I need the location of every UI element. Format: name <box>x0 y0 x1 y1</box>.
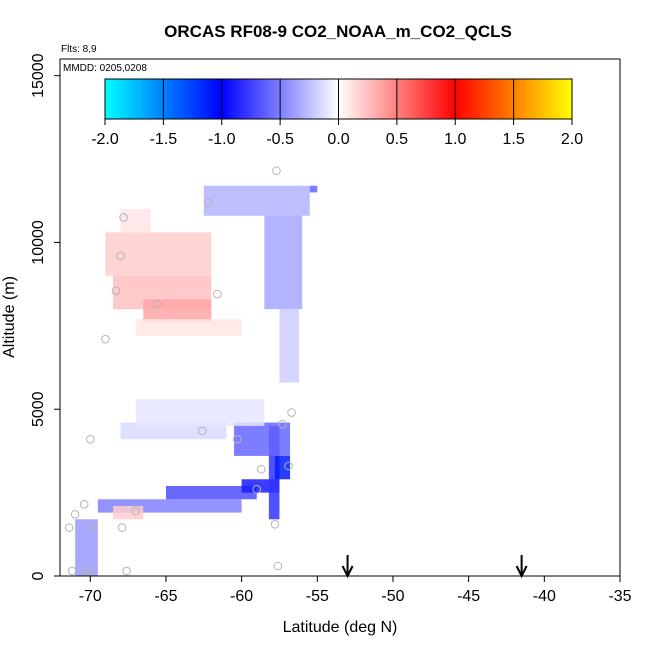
heatmap-cells <box>75 185 318 576</box>
data-point <box>232 434 242 444</box>
x-tick-label: -65 <box>154 588 177 605</box>
heatmap-cell <box>274 455 291 480</box>
data-point <box>85 434 95 444</box>
y-tick-label: 10000 <box>30 220 47 265</box>
data-point <box>273 561 283 571</box>
data-point <box>67 566 77 576</box>
x-tick-label: -55 <box>306 588 329 605</box>
data-point <box>117 523 127 532</box>
data-point <box>116 251 125 261</box>
colorbar-tick-label: 2.0 <box>561 131 583 148</box>
heatmap-cell <box>135 399 265 426</box>
data-point <box>204 198 213 207</box>
heatmap-cell <box>203 185 310 216</box>
data-point <box>252 484 262 494</box>
heatmap-cell <box>309 185 318 193</box>
y-axis-label: Altitude (m) <box>1 276 18 358</box>
heatmap-cell <box>120 209 151 233</box>
colorbar-tick-label: 0.0 <box>327 131 349 148</box>
data-point <box>81 566 91 576</box>
x-tick-label: -70 <box>79 588 102 605</box>
data-point <box>101 334 110 344</box>
data-point <box>64 523 74 532</box>
chart-title: ORCAS RF08-9 CO2_NOAA_m_CO2_QCLS <box>164 22 512 41</box>
data-point <box>287 408 296 417</box>
data-point <box>278 419 287 429</box>
y-axis: 0 5000 10000 15000 <box>30 53 60 580</box>
data-point <box>122 566 131 576</box>
data-point <box>152 299 162 309</box>
data-point <box>70 509 80 519</box>
arrow-head <box>515 565 528 579</box>
x-axis: -70 -65 -60 -55 -50 -45 -40 -35 <box>79 576 632 605</box>
flights-note: Flts: 8,9 <box>61 44 97 55</box>
colorbar-tick-label: 1.0 <box>444 131 466 148</box>
data-points <box>64 166 296 576</box>
heatmap-cell <box>112 505 144 520</box>
data-point <box>213 289 222 299</box>
colorbar-tick-label: 1.5 <box>503 131 525 148</box>
data-point <box>256 464 266 474</box>
data-point <box>87 523 97 532</box>
data-point <box>197 426 207 436</box>
x-tick-label: -40 <box>533 588 556 605</box>
heatmap-cell <box>75 519 98 576</box>
dates-note: MMDD: 0205,0208 <box>63 63 147 74</box>
heatmap-cell <box>279 309 300 383</box>
colorbar-tick-label: -0.5 <box>266 131 294 148</box>
heatmap-cell <box>105 232 212 276</box>
colorbar-ticks: -2.0 -1.5 -1.0 -0.5 0.0 0.5 1.0 1.5 2.0 <box>91 79 583 148</box>
data-point <box>111 286 121 296</box>
data-point <box>79 499 89 509</box>
x-axis-label: Latitude (deg N) <box>283 619 398 636</box>
plot-frame <box>59 58 621 577</box>
y-tick-label: 15000 <box>30 53 47 98</box>
arrow-head <box>341 565 354 579</box>
x-tick-label: -60 <box>230 588 253 605</box>
heatmap-cell <box>264 215 303 310</box>
heatmap-cell <box>165 485 257 500</box>
data-point <box>270 520 280 529</box>
colorbar-tick-label: -1.5 <box>150 131 178 148</box>
y-tick-label: 0 <box>30 571 47 580</box>
y-tick-label: 5000 <box>30 391 47 427</box>
heatmap-cell <box>120 422 227 440</box>
colorbar: -2.0 -1.5 -1.0 -0.5 0.0 0.5 1.0 1.5 2.0 <box>91 78 583 148</box>
data-point <box>119 213 128 222</box>
x-tick-label: -50 <box>381 588 404 605</box>
heatmap-cell <box>135 319 242 336</box>
heatmap-cell <box>268 425 280 520</box>
data-point <box>131 506 140 516</box>
colorbar-tick-label: -1.0 <box>208 131 236 148</box>
arrows <box>341 555 528 579</box>
colorbar-tick-label: -2.0 <box>91 131 119 148</box>
x-tick-label: -35 <box>608 588 631 605</box>
data-point <box>284 461 293 471</box>
colorbar-tick-label: 0.5 <box>386 131 408 148</box>
data-point <box>272 166 281 176</box>
x-tick-label: -45 <box>457 588 480 605</box>
